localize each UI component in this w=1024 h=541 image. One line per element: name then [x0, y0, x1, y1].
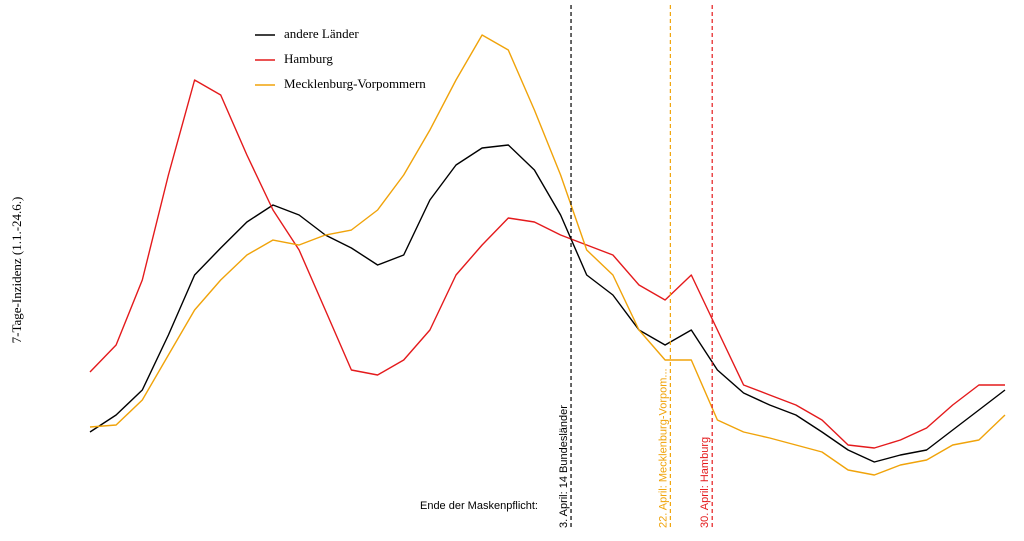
series-line [89, 144, 1006, 463]
legend-label: andere Länder [284, 26, 359, 41]
series-line [89, 79, 1005, 449]
annotation-label: 30. April: Hamburg [699, 437, 711, 528]
annotation-label: 3. April: 14 Bundesländer [558, 405, 570, 528]
legend-label: Hamburg [284, 51, 333, 66]
legend-label: Mecklenburg-Vorpommern [284, 76, 426, 91]
y-axis-label: 7-Tage-Inzidenz (1.1.-24.6.) [9, 197, 24, 344]
annotation-title: Ende der Maskenpflicht: [420, 500, 538, 512]
annotation-label: 22. April: Mecklenburg-Vorpom... [657, 368, 669, 528]
series-line [89, 34, 1006, 476]
